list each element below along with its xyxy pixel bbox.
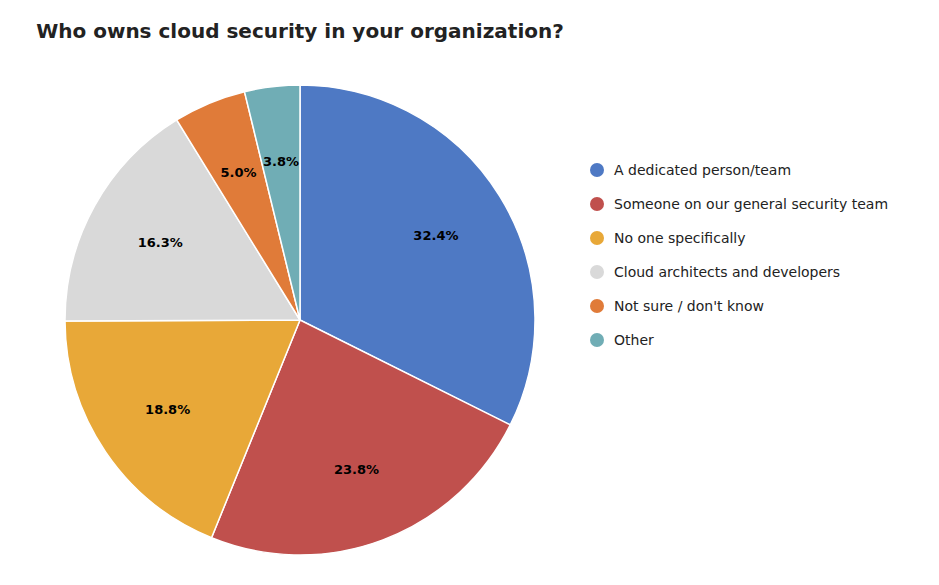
chart: Who owns cloud security in your organiza…: [0, 0, 939, 585]
legend-item: Not sure / don't know: [590, 298, 764, 314]
data-label: 16.3%: [138, 235, 183, 250]
data-label: 5.0%: [220, 165, 256, 180]
legend-label: Cloud architects and developers: [614, 264, 840, 280]
legend-label: Someone on our general security team: [614, 196, 888, 212]
data-labels: 32.4% 23.8% 18.8% 16.3% 5.0% 3.8%: [138, 154, 459, 477]
legend-swatch: [590, 333, 604, 347]
slice: [65, 320, 300, 538]
legend-label: A dedicated person/team: [614, 162, 791, 178]
slice: [244, 85, 300, 320]
legend-item: Cloud architects and developers: [590, 264, 840, 280]
legend-item: Other: [590, 332, 654, 348]
legend-swatch: [590, 231, 604, 245]
legend-swatch: [590, 265, 604, 279]
legend-item: A dedicated person/team: [590, 162, 791, 178]
pie: [65, 85, 535, 555]
data-label: 3.8%: [263, 154, 299, 169]
legend-item: No one specifically: [590, 230, 746, 246]
title: Who owns cloud security in your organiza…: [36, 19, 564, 43]
data-label: 18.8%: [145, 402, 190, 417]
legend-item: Someone on our general security team: [590, 196, 888, 212]
legend-swatch: [590, 299, 604, 313]
legend-swatch: [590, 163, 604, 177]
legend-swatch: [590, 197, 604, 211]
legend-label: No one specifically: [614, 230, 746, 246]
legend-label: Other: [614, 332, 654, 348]
data-label: 23.8%: [334, 462, 379, 477]
legend-label: Not sure / don't know: [614, 298, 764, 314]
data-label: 32.4%: [413, 228, 458, 243]
legend: A dedicated person/team Someone on our ge…: [590, 162, 888, 348]
